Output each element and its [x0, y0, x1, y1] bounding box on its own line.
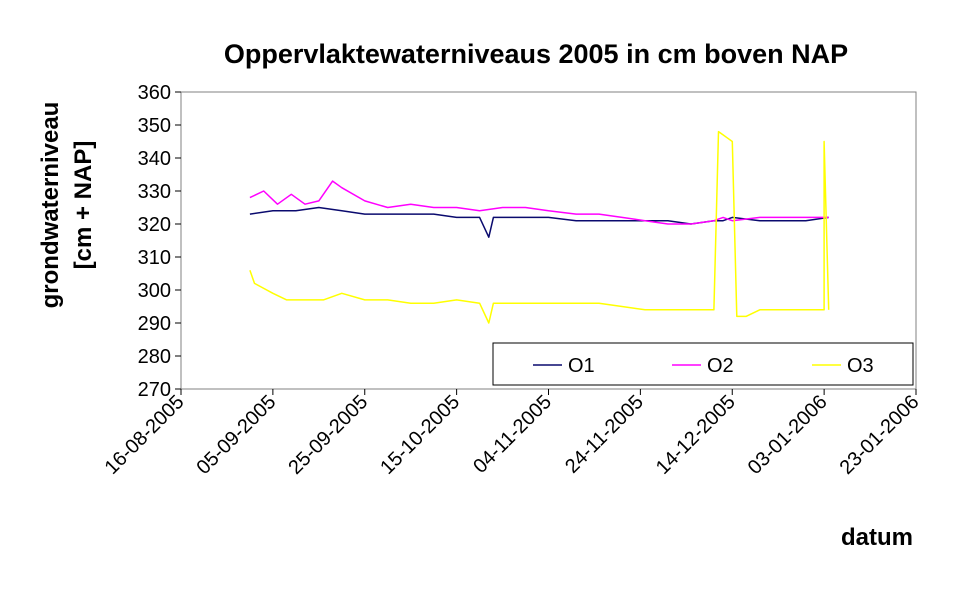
y-tick-label: 360	[138, 82, 171, 104]
x-tick-label: 04-11-2005	[469, 391, 556, 478]
x-tick-label: 15-10-2005	[376, 391, 464, 479]
y-tick-label: 300	[138, 280, 171, 302]
x-tick-label: 23-01-2006	[836, 391, 924, 479]
x-axis: 16-08-2005 05-09-2005 25-09-2005 15-10-2005…	[101, 389, 924, 479]
y-axis-title-line1: grondwaterniveau	[37, 102, 64, 309]
y-tick-label: 280	[138, 346, 171, 368]
series-line-o2	[249, 180, 829, 225]
x-tick-label: 25-09-2005	[284, 391, 372, 479]
y-axis-title: grondwaterniveau [cm + NAP]	[37, 102, 97, 309]
y-tick-label: 310	[138, 247, 171, 269]
y-tick-label: 330	[138, 181, 171, 203]
x-tick-label: 05-09-2005	[193, 391, 281, 479]
y-tick-label: 340	[138, 148, 171, 170]
series-line-o3	[249, 130, 830, 324]
legend-label-o2: O2	[707, 355, 734, 377]
x-tick-label: 16-08-2005	[101, 391, 189, 479]
legend-label-o1: O1	[568, 355, 595, 377]
legend: O1 O2 O3	[492, 342, 914, 386]
x-tick-label: 03-01-2006	[744, 391, 832, 479]
legend-box	[492, 342, 914, 386]
y-axis-title-line2: [cm + NAP]	[70, 141, 97, 270]
x-tick-label: 24-11-2005	[561, 391, 648, 478]
y-tick-label: 270	[138, 379, 171, 401]
y-tick-label: 350	[138, 115, 171, 137]
series-lines	[249, 130, 830, 324]
x-axis-title: datum	[841, 524, 913, 551]
plot-area	[180, 91, 917, 390]
y-tick-label: 320	[138, 214, 171, 236]
x-tick-label: 14-12-2005	[652, 391, 740, 479]
legend-label-o3: O3	[847, 355, 874, 377]
y-tick-label: 290	[138, 313, 171, 335]
chart-title: Oppervlaktewaterniveaus 2005 in cm boven…	[224, 39, 848, 69]
y-axis: 270 280 290 300 310 320 330 340 350 360	[138, 82, 181, 401]
